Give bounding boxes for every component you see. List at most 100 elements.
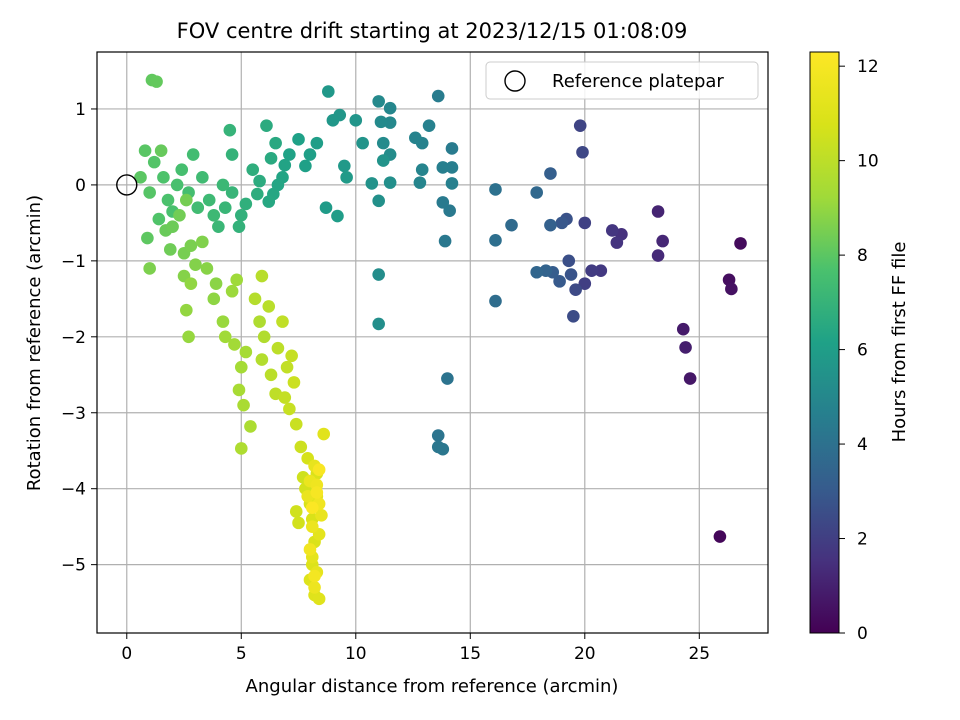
data-point: [141, 231, 154, 245]
data-point: [154, 144, 168, 158]
data-point: [651, 249, 665, 262]
data-point: [349, 114, 363, 127]
y-tick-label: −5: [61, 556, 86, 576]
data-point: [656, 234, 669, 248]
data-point: [289, 505, 303, 518]
data-point: [225, 148, 239, 161]
data-point: [196, 171, 209, 184]
data-point: [372, 268, 385, 281]
data-point: [651, 205, 665, 218]
x-tick-label: 15: [459, 644, 481, 664]
data-point: [431, 89, 445, 103]
data-point: [196, 235, 209, 249]
data-point: [489, 234, 502, 247]
data-point: [244, 420, 257, 433]
data-point: [322, 85, 335, 98]
data-point: [202, 193, 216, 207]
y-tick-label: −4: [61, 480, 86, 500]
data-point: [544, 218, 557, 232]
y-tick-label: −1: [61, 252, 86, 272]
colorbar-tick-label: 8: [857, 246, 868, 266]
data-point: [287, 376, 301, 389]
colorbar-ticks: 0 2 4 6 8 10 12: [839, 57, 879, 644]
data-point: [161, 193, 175, 207]
legend-reference-marker: [504, 70, 526, 92]
data-point: [285, 349, 298, 363]
data-point: [191, 201, 205, 214]
data-point: [489, 294, 502, 308]
data-point: [331, 209, 344, 223]
data-point: [209, 277, 223, 290]
data-point: [436, 196, 450, 209]
data-point: [303, 148, 317, 161]
colorbar-tick-label: 0: [857, 624, 868, 644]
data-point: [264, 152, 278, 165]
data-point: [713, 530, 727, 543]
data-point: [239, 345, 253, 359]
data-point: [228, 338, 241, 351]
data-point: [184, 277, 198, 290]
data-point: [262, 300, 276, 313]
data-point: [180, 193, 193, 207]
grid-lines: [97, 52, 768, 633]
data-point: [436, 442, 450, 456]
data-point: [260, 119, 273, 132]
colorbar-tick-label: 12: [857, 57, 879, 77]
data-point: [305, 501, 319, 514]
data-point: [189, 258, 202, 271]
data-point: [292, 133, 305, 146]
data-point: [294, 440, 308, 454]
data-point: [234, 208, 248, 222]
data-point: [253, 315, 266, 328]
data-point: [157, 171, 170, 184]
data-point: [234, 360, 248, 374]
data-point: [262, 195, 276, 208]
data-point: [303, 543, 317, 556]
data-point: [310, 486, 324, 499]
data-point: [216, 178, 230, 192]
data-point: [223, 123, 237, 137]
colorbar-tick-label: 6: [857, 341, 868, 361]
data-point: [562, 254, 576, 268]
data-point: [184, 239, 198, 252]
data-point: [610, 236, 624, 249]
data-point: [530, 265, 543, 279]
data-point: [338, 159, 351, 173]
colorbar: 0 2 4 6 8 10 12 Hours from first FF file: [809, 51, 910, 644]
data-point: [234, 442, 248, 455]
data-point: [438, 234, 452, 248]
data-point: [317, 427, 331, 441]
data-point: [269, 136, 282, 150]
x-tick-label: 10: [345, 644, 367, 664]
data-point: [415, 163, 429, 177]
data-point: [280, 360, 294, 374]
data-point: [207, 208, 221, 222]
data-point: [567, 309, 580, 323]
data-point: [138, 144, 152, 158]
data-point: [248, 292, 262, 306]
y-tick-label: −3: [61, 404, 86, 424]
data-point: [216, 315, 230, 328]
data-point: [143, 186, 156, 199]
data-point: [594, 264, 608, 278]
data-point: [182, 330, 195, 344]
data-point: [278, 158, 292, 172]
data-point: [308, 581, 321, 594]
data-point: [299, 159, 312, 173]
data-point: [283, 148, 296, 161]
x-tick-label: 0: [121, 644, 132, 664]
data-point: [289, 417, 303, 431]
legend-box: [485, 61, 759, 100]
data-point: [413, 176, 427, 189]
data-point: [246, 163, 260, 177]
colorbar-label: Hours from first FF file: [889, 242, 910, 443]
x-tick-label: 5: [236, 644, 247, 664]
data-point: [310, 136, 324, 150]
data-point: [376, 154, 390, 167]
data-point: [150, 75, 163, 88]
data-point: [237, 398, 250, 412]
data-point: [143, 262, 156, 275]
legend-entry-reference: Reference platepar: [552, 71, 724, 92]
reference-layer: [116, 174, 138, 196]
